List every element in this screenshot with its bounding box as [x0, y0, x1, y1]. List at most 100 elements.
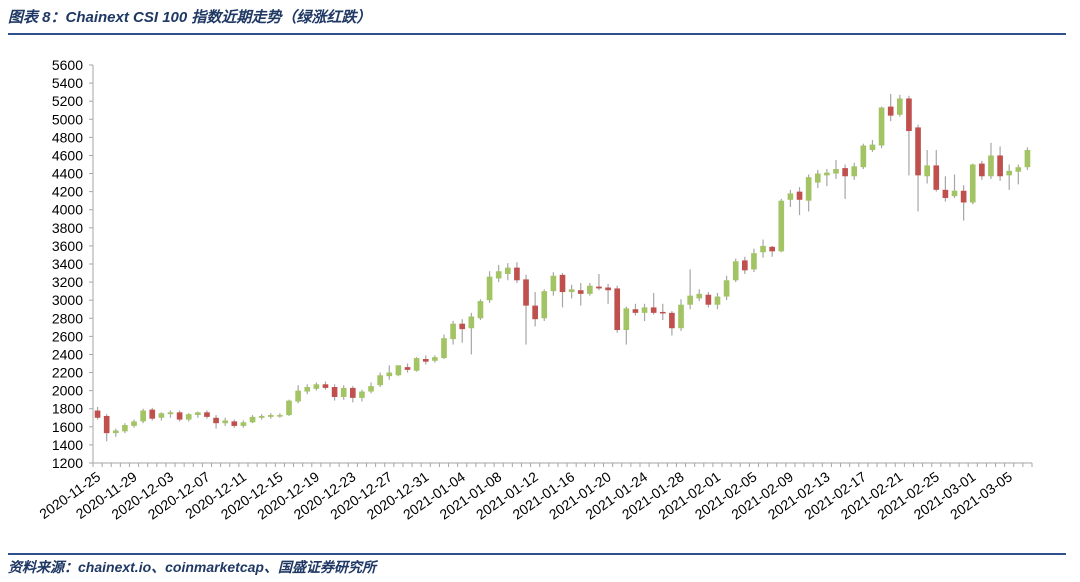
candle-body-up: [432, 357, 438, 361]
candle-body-up: [833, 169, 839, 174]
candle: [322, 381, 329, 390]
candle-body-up: [195, 412, 201, 416]
title-rule: [8, 33, 1066, 35]
candle: [796, 187, 803, 216]
candle: [960, 185, 967, 221]
candle: [915, 124, 921, 212]
candle: [122, 423, 128, 434]
candle: [459, 319, 466, 343]
candle-body-up: [386, 372, 393, 377]
candle-body-down: [422, 358, 429, 362]
candle-body-up: [878, 107, 885, 146]
candle-body-up: [477, 301, 484, 319]
candle-body-up: [122, 425, 128, 432]
candle: [477, 299, 484, 321]
candle-body-up: [723, 280, 730, 297]
candle: [705, 292, 712, 308]
candle-body-up: [450, 323, 456, 340]
candle: [687, 269, 693, 310]
candle: [842, 164, 848, 199]
candle-body-down: [322, 384, 329, 388]
candle: [559, 273, 566, 308]
candle-body-up: [277, 415, 283, 417]
candle: [896, 94, 903, 117]
candle-body-down: [769, 246, 776, 252]
candle-body-up: [131, 421, 137, 426]
candle: [605, 283, 611, 304]
candle-body-up: [924, 165, 930, 177]
candle: [641, 303, 648, 321]
candle: [231, 419, 238, 428]
candle: [568, 284, 575, 299]
candle: [532, 292, 538, 327]
candle: [514, 262, 520, 283]
candle: [814, 169, 821, 189]
candle: [103, 414, 110, 442]
y-tick-label: 2800: [52, 310, 83, 326]
candlestick-chart: 1200 1400 1600 1800 2000 2200 2400 2600 2800 3000…: [36, 57, 1033, 523]
candle: [258, 414, 265, 420]
candle: [395, 365, 402, 377]
candle-body-down: [404, 367, 411, 370]
candle-body-up: [395, 365, 402, 376]
candle-body-up: [814, 173, 821, 183]
candle: [349, 386, 356, 403]
candle-body-up: [869, 144, 876, 151]
candle-body-up: [441, 338, 447, 359]
candle-body-up: [486, 276, 493, 301]
candle-body-down: [632, 309, 639, 313]
candle-body-up: [185, 414, 192, 420]
candle-body-up: [504, 267, 511, 274]
candle: [851, 162, 858, 180]
candle: [94, 406, 101, 420]
candle: [195, 411, 201, 418]
candle-body-up: [112, 430, 119, 434]
candle: [277, 413, 283, 418]
y-tick-label: 1600: [52, 419, 83, 435]
candle-body-up: [258, 415, 265, 418]
candle: [587, 282, 593, 296]
candle-body-down: [532, 305, 538, 320]
y-tick-label: 4000: [52, 202, 83, 218]
candle-body-up: [760, 245, 766, 253]
candle-body-up: [541, 291, 548, 319]
candle-body-down: [514, 267, 520, 281]
candle: [340, 385, 347, 400]
candle-body-up: [222, 420, 229, 424]
candle: [304, 384, 311, 395]
candle: [550, 272, 557, 296]
candle: [295, 385, 301, 404]
candle-body-up: [377, 375, 383, 386]
candle-body-down: [204, 412, 210, 417]
y-tick-label: 1400: [52, 437, 83, 453]
y-tick-label: 4400: [52, 166, 83, 182]
candle-body-down: [960, 190, 967, 203]
candle: [541, 289, 548, 321]
candle: [596, 273, 602, 291]
candle-body-up: [732, 261, 739, 281]
source-note: 资料来源：chainext.io、coinmarketcap、国盛证券研究所: [8, 559, 376, 575]
candle: [176, 410, 183, 422]
source-rule: [8, 553, 1066, 555]
candle: [860, 143, 867, 170]
candle: [723, 275, 730, 301]
candle-body-up: [587, 285, 593, 294]
candle: [286, 399, 292, 416]
candle-body-down: [331, 387, 338, 397]
candle-body-up: [623, 308, 630, 331]
candle-body-up: [568, 289, 575, 293]
y-tick-label: 4800: [52, 129, 83, 145]
candle: [942, 176, 949, 202]
candle-body-up: [1015, 167, 1022, 172]
candle: [249, 415, 256, 424]
candle: [313, 382, 320, 391]
candle-body-up: [286, 400, 292, 416]
candle-body-down: [997, 155, 1003, 177]
candle: [468, 312, 475, 355]
candle: [158, 412, 165, 421]
candle: [623, 306, 630, 345]
candle: [495, 264, 502, 283]
candle: [267, 413, 274, 419]
candle-body-up: [295, 390, 301, 402]
candle-body-up: [240, 422, 247, 426]
